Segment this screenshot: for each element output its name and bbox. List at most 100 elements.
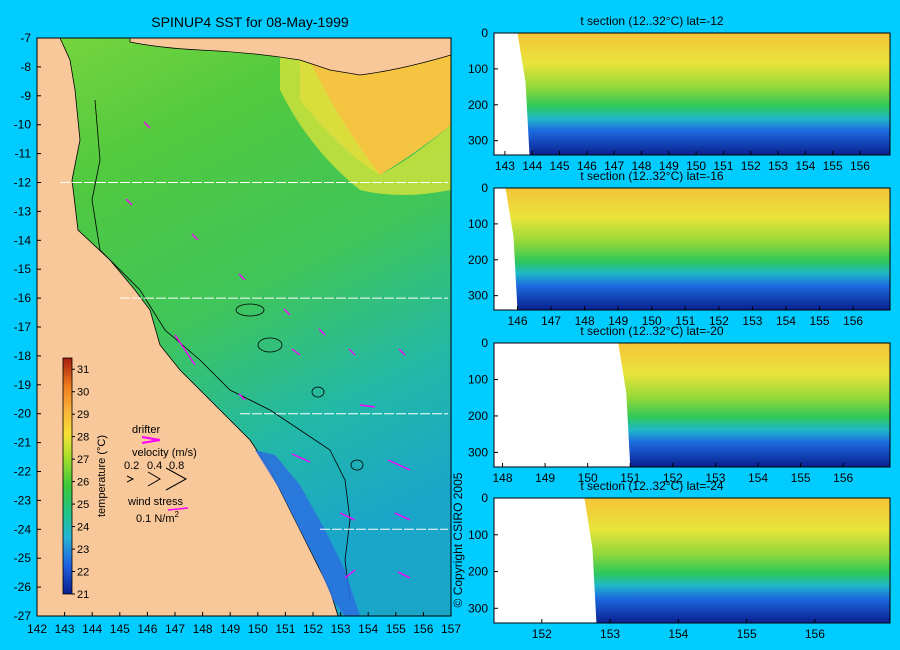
section-x-tick-label: 154 xyxy=(668,627,688,641)
sst-map-panel: SPINUP4 SST for 08-May-1999 xyxy=(14,14,462,636)
legend-velocity-value-3: 0.8 xyxy=(169,460,184,472)
map-x-tick-label: 145 xyxy=(110,622,130,636)
section-heatmap xyxy=(494,33,890,155)
section-heatmap xyxy=(494,188,890,310)
section-y-tick-label: 200 xyxy=(468,409,488,423)
section-x-tick-label: 155 xyxy=(737,627,757,641)
map-reef-outline xyxy=(91,99,351,601)
section-y-tick-label: 300 xyxy=(468,134,488,148)
section-x-tick-label: 151 xyxy=(713,159,733,173)
map-x-tick-label: 147 xyxy=(165,622,185,636)
section-y-tick-label: 0 xyxy=(481,181,488,195)
colorbar-tick-label: 31 xyxy=(77,364,89,376)
map-small-land xyxy=(57,139,73,146)
map-y-tick-label: -7 xyxy=(20,31,31,45)
section-y-tick-label: 100 xyxy=(468,62,488,76)
map-y-tick-label: -27 xyxy=(14,609,32,623)
map-island xyxy=(350,459,364,471)
map-y-tick-label: -13 xyxy=(14,204,32,218)
section-y-tick-label: 0 xyxy=(481,336,488,350)
section-x-tick-label: 152 xyxy=(709,314,729,328)
section-land-mask xyxy=(494,33,530,155)
map-section-lines xyxy=(60,182,448,530)
legend-velocity-value-2: 0.4 xyxy=(147,460,162,472)
section-y-tick-label: 100 xyxy=(468,528,488,542)
map-y-tick-label: -9 xyxy=(20,89,31,103)
section-x-tick-label: 153 xyxy=(705,471,725,485)
section-title: t section (12..32°C) lat=-24 xyxy=(580,479,724,493)
section-y-tick-label: 0 xyxy=(481,491,488,505)
section-x-tick-label: 154 xyxy=(795,159,815,173)
map-x-tick-label: 152 xyxy=(303,622,323,636)
map-x-tick-label: 148 xyxy=(193,622,213,636)
section-panel-1: t section (12..32°C) lat=-12 143 144 145 146… xyxy=(468,14,891,173)
section-y-tick-label: 200 xyxy=(468,565,488,579)
section-x-tick-label: 156 xyxy=(843,314,863,328)
colorbar-tick-label: 29 xyxy=(77,409,89,421)
colorbar-ticks: 21 22 23 24 25 26 27 28 29 30 31 xyxy=(72,364,89,601)
map-island xyxy=(311,386,325,398)
section-x-tick-label: 154 xyxy=(776,314,796,328)
section-x-tick-label: 145 xyxy=(550,159,570,173)
map-x-tick-label: 150 xyxy=(248,622,268,636)
section-frame xyxy=(493,342,891,468)
legend-velocity-value-1: 0.2 xyxy=(124,460,139,472)
colorbar-tick-label: 25 xyxy=(77,499,89,511)
section-land-mask xyxy=(494,343,631,467)
map-drifter-arrows xyxy=(125,121,411,579)
section-x-tick-label: 150 xyxy=(578,471,598,485)
map-y-tick-label: -21 xyxy=(14,436,32,450)
colorbar-tick-label: 22 xyxy=(77,567,89,579)
section-panel-3: t section (12..32°C) lat=-20 148 149 150 151… xyxy=(468,324,891,485)
section-x-tick-label: 146 xyxy=(507,314,527,328)
map-y-tick-label: -16 xyxy=(14,291,32,305)
section-x-tick-label: 156 xyxy=(833,471,853,485)
map-x-tick-label: 153 xyxy=(331,622,351,636)
section-title: t section (12..32°C) lat=-20 xyxy=(580,324,724,338)
section-frame xyxy=(493,32,891,156)
section-y-tick-label: 200 xyxy=(468,98,488,112)
map-x-tick-label: 149 xyxy=(220,622,240,636)
legend-wind-value: 0.1 N/m2 xyxy=(136,510,180,525)
map-x-tick-label: 143 xyxy=(55,622,75,636)
section-panel-4: t section (12..32°C) lat=-24 152 153 154 155… xyxy=(468,479,891,641)
colorbar-tick-label: 23 xyxy=(77,544,89,556)
section-y-tick-label: 300 xyxy=(468,289,488,303)
section-x-tick-label: 154 xyxy=(748,471,768,485)
map-y-tick-label: -23 xyxy=(14,493,32,507)
section-x-tick-label: 153 xyxy=(742,314,762,328)
section-frame xyxy=(493,497,891,624)
map-y-tick-label: -25 xyxy=(14,551,32,565)
section-x-tick-label: 151 xyxy=(675,314,695,328)
section-x-tick-label: 147 xyxy=(541,314,561,328)
legend-velocity-arrow-small xyxy=(126,475,135,483)
section-y-tick-label: 300 xyxy=(468,601,488,615)
colorbar-tick-label: 26 xyxy=(77,477,89,489)
map-y-tick-label: -10 xyxy=(14,118,32,132)
map-colorbar: 21 22 23 24 25 26 27 28 29 30 31 temperature (°C) xyxy=(62,357,108,601)
map-y-tick-label: -11 xyxy=(15,147,32,161)
section-y-tick-label: 100 xyxy=(468,217,488,231)
section-x-tick-label: 151 xyxy=(620,471,640,485)
colorbar-tick-label: 30 xyxy=(77,387,89,399)
section-y-tick-label: 200 xyxy=(468,253,488,267)
map-y-tick-label: -20 xyxy=(14,407,32,421)
copyright-text: © Copyright CSIRO 2005 xyxy=(451,472,465,607)
section-x-tick-label: 148 xyxy=(493,471,513,485)
section-x-tick-label: 155 xyxy=(791,471,811,485)
legend-drifter-arrow xyxy=(141,436,161,444)
section-x-tick-label: 144 xyxy=(522,159,542,173)
map-x-axis: 142 143 144 145 146 147 148 149 150 151 152 153 154 1… xyxy=(27,612,461,636)
section-title: t section (12..32°C) lat=-12 xyxy=(580,14,724,28)
section-x-tick-label: 153 xyxy=(600,627,620,641)
section-panels: t section (12..32°C) lat=-12 143 144 145 146… xyxy=(468,14,891,641)
map-x-tick-label: 151 xyxy=(275,622,295,636)
legend-velocity-arrow-medium xyxy=(147,471,161,487)
colorbar-tick-label: 24 xyxy=(77,522,89,534)
section-x-tick-label: 152 xyxy=(741,159,761,173)
section-frame xyxy=(493,187,891,311)
section-x-tick-label: 149 xyxy=(659,159,679,173)
section-x-tick-label: 155 xyxy=(823,159,843,173)
map-x-tick-label: 144 xyxy=(82,622,102,636)
